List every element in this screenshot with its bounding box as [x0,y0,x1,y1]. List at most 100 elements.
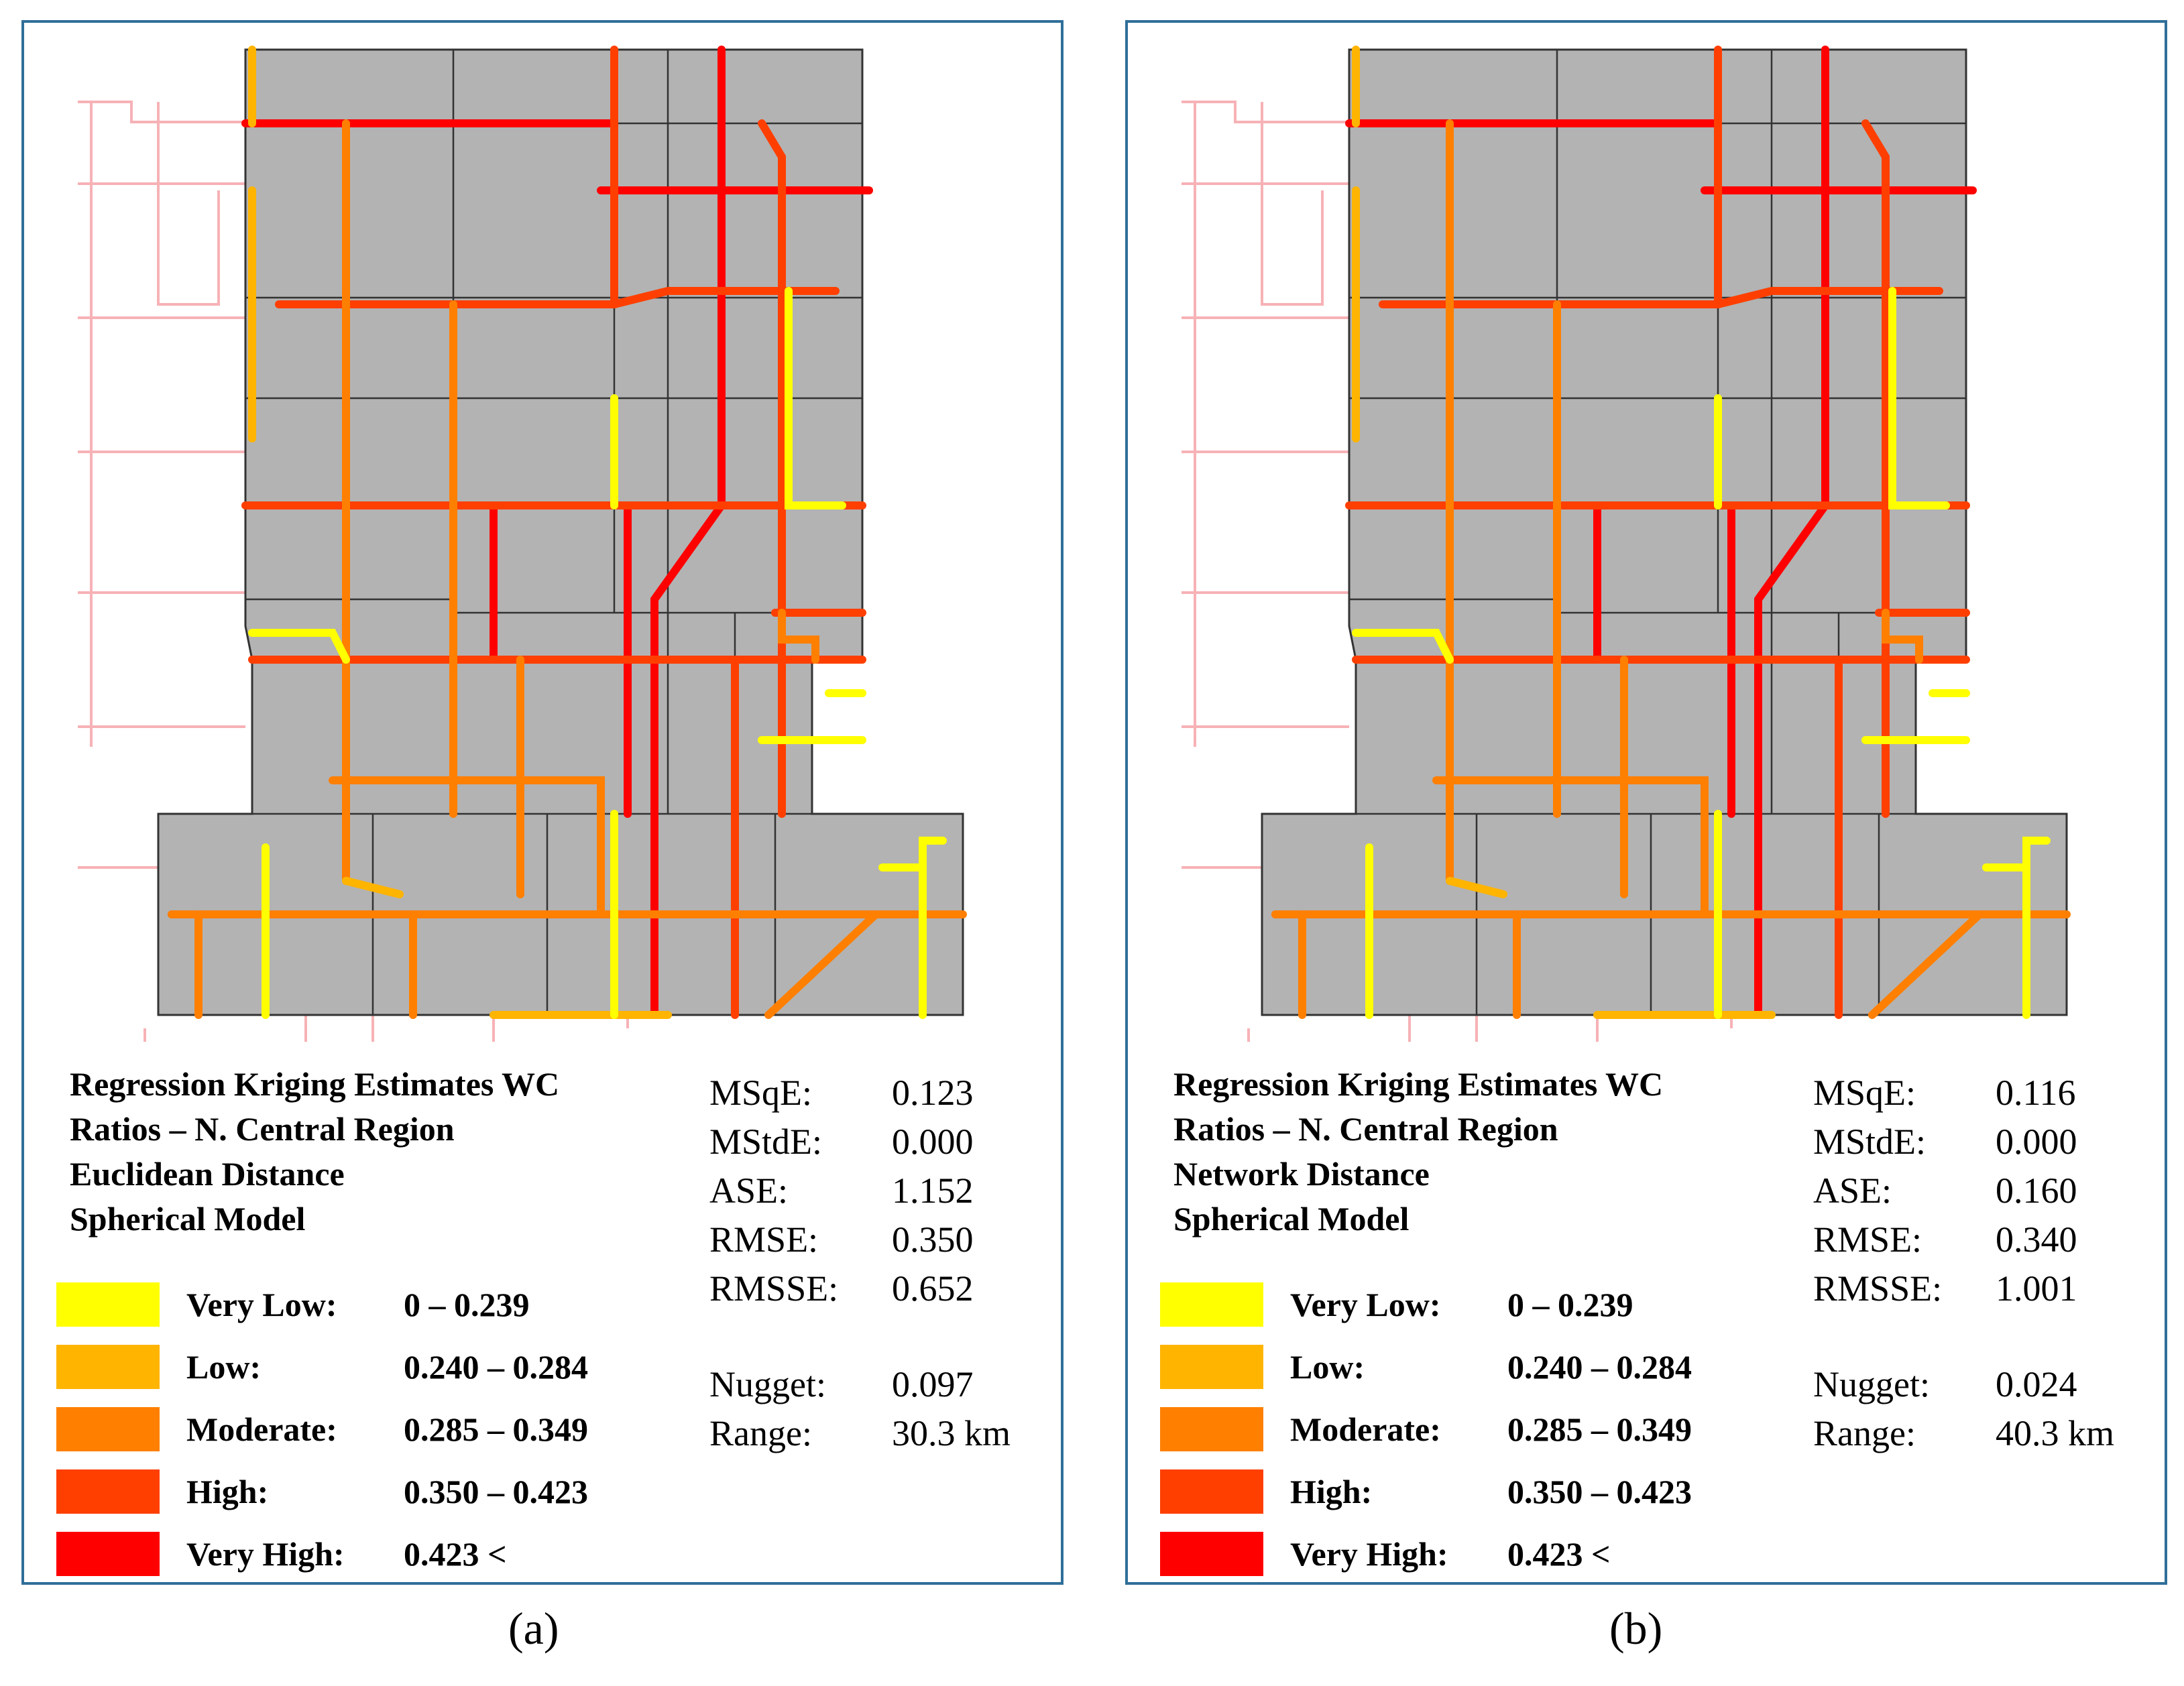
road-segment [1754,501,1829,1019]
statistics-table: MSqE: 0.116 MStdE: 0.000 ASE: 0.160 RMSE: 0.… [1813,1069,2114,1458]
stat-label: RMSSE: [709,1268,839,1309]
statistics-table: MSqE: 0.123 MStdE: 0.000 ASE: 1.152 RMSE: 0.… [709,1069,1011,1458]
stat-row: MSqE: 0.123 [709,1069,1011,1118]
legend-label: Very Low: [186,1285,337,1323]
legend-label: High: [1290,1472,1373,1510]
title-line: Network Distance [1173,1155,1430,1193]
legend-item: Very High: 0.423 < [1160,1522,1692,1585]
stat-label: MSqE: [709,1073,813,1113]
stat-label: ASE: [1813,1170,1892,1211]
model-value: 0.097 [892,1364,974,1404]
legend-swatch [1160,1531,1263,1576]
stat-row: MSqE: 0.116 [1813,1069,2114,1118]
stat-value: 0.350 [892,1219,974,1260]
legend-swatch [56,1406,160,1451]
legend-range: 0.285 – 0.349 [1507,1410,1692,1448]
stat-row: MStdE: 0.000 [1813,1118,2114,1166]
road-segment [1379,287,1943,308]
stat-label: RMSE: [709,1219,819,1260]
map-title: Regression Kriging Estimates WC Ratios –… [1173,1062,1663,1242]
road-segment [778,609,819,664]
legend-item: Moderate: 0.285 – 0.349 [56,1398,588,1460]
legend-item: Very Low: 0 – 0.239 [1160,1273,1692,1335]
road-segment [248,629,350,664]
legend-range: 0.240 – 0.284 [1507,1347,1692,1386]
model-label: Range: [1813,1413,1916,1453]
road-segment [1982,837,2051,871]
stat-row: ASE: 1.152 [709,1166,1011,1215]
legend-range: 0.285 – 0.349 [404,1410,588,1448]
legend-range: 0.423 < [404,1534,507,1573]
stat-label: MSqE: [1813,1073,1916,1113]
estimated-roads [168,46,967,1019]
road-segment [1446,877,1507,898]
legend-swatch [1160,1469,1263,1514]
road-segment [764,910,880,1019]
legend-label: Very High: [186,1534,345,1573]
road-segment [342,877,404,898]
model-row: Nugget: 0.024 [1813,1360,2114,1409]
stat-value: 0.116 [1996,1073,2076,1113]
caption-b: (b) [1609,1603,1663,1654]
legend-label: Moderate: [1290,1410,1441,1448]
legend-swatch [1160,1282,1263,1327]
legend-item: Low: 0.240 – 0.284 [1160,1335,1692,1398]
stat-label: RMSSE: [1813,1268,1943,1309]
road-segment [650,501,726,1019]
title-line: Regression Kriging Estimates WC [70,1065,560,1103]
stat-value: 1.001 [1996,1268,2077,1309]
road-segment [1882,609,1923,664]
road-segment [1888,287,1950,509]
road-segment [1861,119,1890,818]
legend-item: Very Low: 0 – 0.239 [56,1273,588,1335]
stat-label: RMSE: [1813,1219,1922,1260]
legend-range: 0.423 < [1507,1534,1611,1573]
legend-item: Low: 0.240 – 0.284 [56,1335,588,1398]
stat-label: MStdE: [709,1122,823,1162]
stat-row: RMSE: 0.350 [709,1215,1011,1264]
model-row: Range: 40.3 km [1813,1409,2114,1458]
stat-value: 0.652 [892,1268,974,1309]
legend-range: 0.240 – 0.284 [404,1347,588,1386]
legend-range: 0 – 0.239 [404,1285,530,1323]
road-segment [1432,776,1709,918]
panel-b: Regression Kriging Estimates WC Ratios –… [1125,20,2167,1585]
road-segment [878,837,947,871]
title-line: Spherical Model [70,1200,306,1238]
stat-value: 1.152 [892,1170,974,1211]
stat-row: MStdE: 0.000 [709,1118,1011,1166]
legend-swatch [56,1469,160,1514]
road-segment [1868,910,1984,1019]
title-line: Euclidean Distance [70,1155,345,1193]
model-value: 30.3 km [892,1413,1011,1453]
legend-item: Moderate: 0.285 – 0.349 [1160,1398,1692,1460]
legend-label: High: [186,1472,269,1510]
model-label: Range: [709,1413,812,1453]
road-segment [1352,629,1454,664]
legend-range: 0.350 – 0.423 [404,1472,588,1510]
model-label: Nugget: [709,1364,826,1404]
legend-label: Very High: [1290,1534,1448,1573]
stat-value: 0.160 [1996,1170,2077,1211]
legend: Very Low: 0 – 0.239 Low: 0.240 – 0.284 Mod… [1160,1273,1692,1585]
model-label: Nugget: [1813,1364,1930,1404]
legend: Very Low: 0 – 0.239 Low: 0.240 – 0.284 Mod… [56,1273,588,1585]
stat-row: RMSSE: 1.001 [1813,1264,2114,1313]
model-row: Range: 30.3 km [709,1409,1011,1458]
road-segment [329,776,605,918]
stat-row: RMSSE: 0.652 [709,1264,1011,1313]
stat-value: 0.000 [892,1122,974,1162]
legend-swatch [56,1531,160,1576]
title-line: Spherical Model [1173,1200,1410,1238]
road-segment [275,287,840,308]
legend-label: Low: [186,1347,262,1386]
stat-value: 0.340 [1996,1219,2077,1260]
legend-label: Low: [1290,1347,1365,1386]
stat-row: RMSE: 0.340 [1813,1215,2114,1264]
legend-swatch [56,1344,160,1389]
stat-row: ASE: 0.160 [1813,1166,2114,1215]
model-value: 0.024 [1996,1364,2077,1404]
legend-label: Moderate: [186,1410,337,1448]
legend-range: 0.350 – 0.423 [1507,1472,1692,1510]
legend-item: High: 0.350 – 0.423 [56,1460,588,1522]
